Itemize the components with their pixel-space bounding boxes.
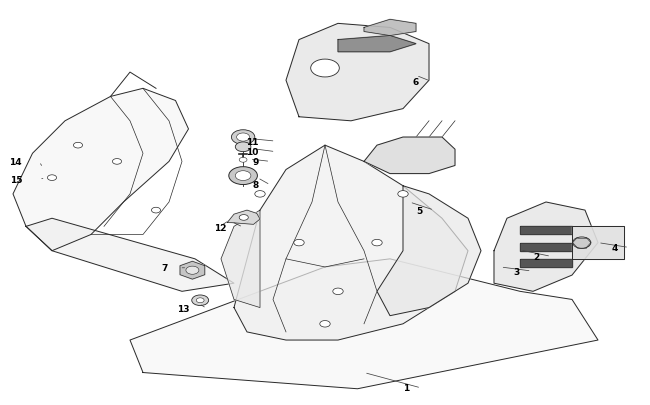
Text: 5: 5 [416,206,422,215]
Text: 9: 9 [252,158,259,166]
Circle shape [231,130,255,145]
Polygon shape [520,243,572,251]
Circle shape [372,240,382,246]
Circle shape [73,143,83,149]
Text: 10: 10 [246,148,259,157]
Polygon shape [221,211,260,308]
Circle shape [235,171,251,181]
Circle shape [294,240,304,246]
Text: 11: 11 [246,137,259,146]
Polygon shape [227,211,260,225]
Text: 15: 15 [10,175,22,184]
Circle shape [237,134,250,142]
Polygon shape [338,36,416,53]
Circle shape [235,143,251,152]
Polygon shape [364,138,455,174]
Text: 2: 2 [533,252,540,261]
Circle shape [320,321,330,327]
Polygon shape [364,20,416,36]
Circle shape [239,215,248,221]
Circle shape [255,191,265,198]
Text: 12: 12 [214,223,226,232]
Text: 13: 13 [177,304,190,313]
Text: 7: 7 [161,264,168,273]
Text: 1: 1 [403,384,410,392]
Polygon shape [377,186,481,316]
Circle shape [239,158,247,163]
Text: 8: 8 [252,181,259,190]
Circle shape [398,191,408,198]
Polygon shape [13,89,188,251]
Polygon shape [234,146,468,340]
Polygon shape [520,259,572,267]
Text: 3: 3 [514,267,520,276]
Polygon shape [130,259,598,389]
Polygon shape [286,24,429,122]
Circle shape [192,295,209,306]
Polygon shape [520,227,572,235]
Circle shape [186,266,199,275]
Circle shape [333,288,343,295]
Circle shape [229,167,257,185]
Circle shape [573,237,591,249]
Circle shape [196,298,204,303]
Polygon shape [26,219,234,292]
Circle shape [47,175,57,181]
Circle shape [311,60,339,78]
Polygon shape [180,262,205,279]
Circle shape [112,159,122,165]
Circle shape [151,208,161,213]
Text: 14: 14 [10,158,22,166]
Text: 6: 6 [412,77,419,86]
Polygon shape [494,202,598,292]
Text: 4: 4 [611,243,618,252]
Polygon shape [572,227,624,259]
